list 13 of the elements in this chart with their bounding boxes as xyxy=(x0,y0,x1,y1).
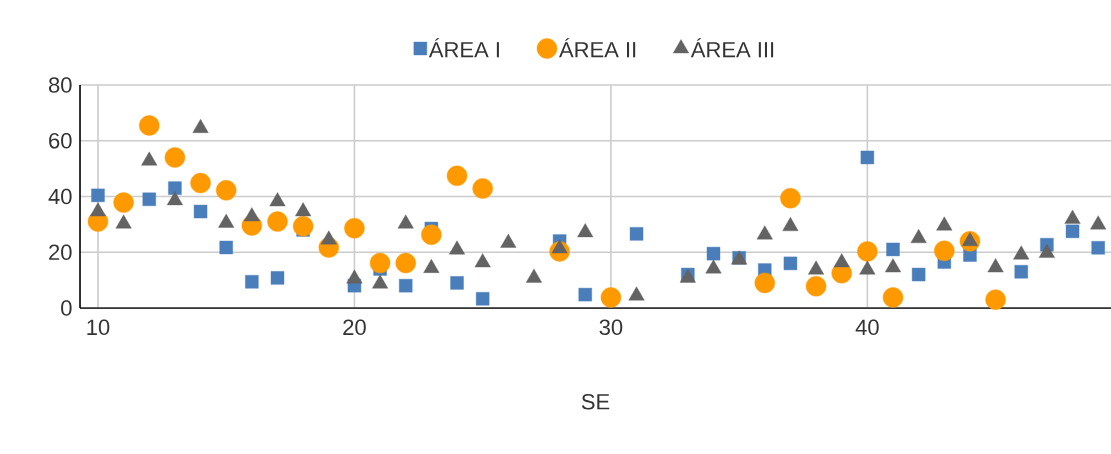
x-tick-label: 20 xyxy=(343,319,366,336)
y-tick-label: 40 xyxy=(48,188,72,205)
x-tick-label: 40 xyxy=(855,319,879,336)
legend-label: ÁREA III xyxy=(690,38,774,58)
x-tick-label: 10 xyxy=(87,319,110,336)
y-tick-label: 0 xyxy=(61,300,72,316)
x-axis-title: SE xyxy=(581,393,610,410)
legend-label: ÁREA II xyxy=(559,38,636,58)
y-tick-label: 60 xyxy=(49,132,72,149)
y-tick-label: 80 xyxy=(48,77,72,93)
y-tick-label: 20 xyxy=(49,244,72,261)
x-tick-label: 30 xyxy=(599,319,623,336)
legend-label: ÁREA I xyxy=(428,38,499,58)
